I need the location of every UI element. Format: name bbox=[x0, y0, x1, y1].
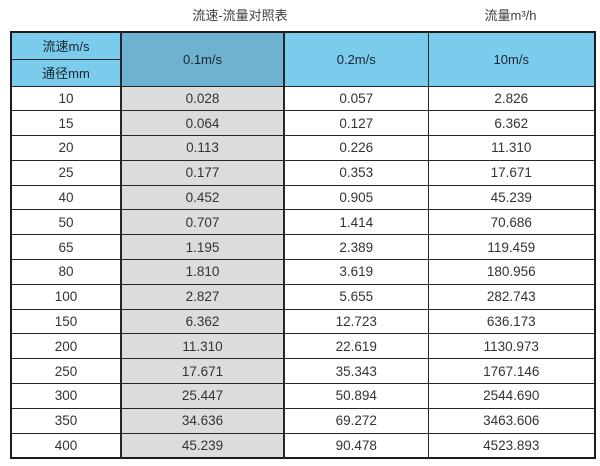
table-row: 200 11.310 22.619 1130.973 bbox=[10, 333, 596, 360]
cell-flow-0.2: 0.353 bbox=[283, 159, 429, 186]
cell-flow-0.2: 0.057 bbox=[283, 85, 429, 112]
cell-flow-0.1: 0.028 bbox=[120, 85, 285, 112]
header-col-0.1ms: 0.1m/s bbox=[120, 31, 285, 87]
header-diameter-label: 通径mm bbox=[10, 58, 122, 87]
cell-diameter: 20 bbox=[10, 135, 122, 161]
cell-flow-10: 119.459 bbox=[427, 234, 596, 261]
cell-flow-10: 6.362 bbox=[427, 110, 596, 137]
cell-flow-10: 70.686 bbox=[427, 209, 596, 236]
cell-diameter: 40 bbox=[10, 184, 122, 211]
cell-flow-10: 636.173 bbox=[427, 308, 596, 335]
cell-flow-10: 3463.606 bbox=[427, 407, 596, 434]
table-row: 20 0.113 0.226 11.310 bbox=[10, 135, 596, 161]
cell-flow-0.1: 17.671 bbox=[120, 358, 285, 385]
cell-flow-0.2: 0.905 bbox=[283, 184, 429, 211]
cell-flow-0.1: 11.310 bbox=[120, 333, 285, 360]
cell-flow-10: 1767.146 bbox=[427, 358, 596, 385]
table-row: 400 45.239 90.478 4523.893 bbox=[10, 432, 596, 459]
cell-diameter: 50 bbox=[10, 209, 122, 236]
table-title: 流速-流量对照表 bbox=[192, 8, 288, 23]
cell-flow-0.1: 6.362 bbox=[120, 308, 285, 335]
cell-diameter: 150 bbox=[10, 308, 122, 335]
table-row: 65 1.195 2.389 119.459 bbox=[10, 234, 596, 261]
cell-flow-10: 2.826 bbox=[427, 85, 596, 112]
cell-flow-10: 17.671 bbox=[427, 159, 596, 186]
header-col-0.2ms: 0.2m/s bbox=[283, 31, 429, 87]
table-row: 25 0.177 0.353 17.671 bbox=[10, 159, 596, 186]
cell-flow-0.2: 90.478 bbox=[283, 432, 429, 459]
cell-flow-10: 180.956 bbox=[427, 259, 596, 285]
cell-flow-0.2: 22.619 bbox=[283, 333, 429, 360]
table-row: 100 2.827 5.655 282.743 bbox=[10, 283, 596, 310]
table-row: 50 0.707 1.414 70.686 bbox=[10, 209, 596, 236]
cell-flow-0.1: 1.810 bbox=[120, 259, 285, 285]
cell-flow-0.1: 0.177 bbox=[120, 159, 285, 186]
cell-flow-0.1: 2.827 bbox=[120, 283, 285, 310]
cell-flow-10: 2544.690 bbox=[427, 383, 596, 409]
cell-flow-0.1: 1.195 bbox=[120, 234, 285, 261]
cell-flow-0.1: 34.636 bbox=[120, 407, 285, 434]
cell-diameter: 300 bbox=[10, 383, 122, 409]
cell-diameter: 350 bbox=[10, 407, 122, 434]
cell-flow-0.2: 1.414 bbox=[283, 209, 429, 236]
cell-diameter: 250 bbox=[10, 358, 122, 385]
cell-diameter: 100 bbox=[10, 283, 122, 310]
cell-flow-0.1: 25.447 bbox=[120, 383, 285, 409]
cell-flow-0.2: 2.389 bbox=[283, 234, 429, 261]
cell-flow-0.2: 0.226 bbox=[283, 135, 429, 161]
cell-flow-10: 1130.973 bbox=[427, 333, 596, 360]
cell-flow-0.2: 50.894 bbox=[283, 383, 429, 409]
cell-diameter: 65 bbox=[10, 234, 122, 261]
cell-flow-0.2: 3.619 bbox=[283, 259, 429, 285]
cell-diameter: 80 bbox=[10, 259, 122, 285]
cell-diameter: 15 bbox=[10, 110, 122, 137]
header-col-10ms: 10m/s bbox=[427, 31, 596, 87]
table-row: 80 1.810 3.619 180.956 bbox=[10, 259, 596, 285]
cell-flow-0.1: 45.239 bbox=[120, 432, 285, 459]
cell-diameter: 400 bbox=[10, 432, 122, 459]
table-row: 40 0.452 0.905 45.239 bbox=[10, 184, 596, 211]
header-velocity-label: 流速m/s bbox=[10, 31, 122, 60]
cell-flow-10: 282.743 bbox=[427, 283, 596, 310]
cell-flow-0.2: 0.127 bbox=[283, 110, 429, 137]
cell-flow-0.1: 0.064 bbox=[120, 110, 285, 137]
header-row-velocity: 流速m/s 0.1m/s 0.2m/s 10m/s bbox=[10, 31, 596, 87]
cell-diameter: 25 bbox=[10, 159, 122, 186]
cell-flow-0.1: 0.113 bbox=[120, 135, 285, 161]
cell-flow-0.1: 0.452 bbox=[120, 184, 285, 211]
table-row: 150 6.362 12.723 636.173 bbox=[10, 308, 596, 335]
cell-diameter: 10 bbox=[10, 85, 122, 112]
header-row-diameter: 通径mm bbox=[10, 58, 595, 87]
table-row: 15 0.064 0.127 6.362 bbox=[10, 110, 596, 137]
cell-flow-0.2: 69.272 bbox=[283, 407, 429, 434]
cell-flow-0.1: 0.707 bbox=[120, 209, 285, 236]
cell-flow-10: 4523.893 bbox=[427, 432, 596, 459]
cell-flow-0.2: 12.723 bbox=[283, 308, 429, 335]
table-row: 250 17.671 35.343 1767.146 bbox=[10, 358, 596, 385]
table-row: 10 0.028 0.057 2.826 bbox=[10, 85, 596, 112]
flow-unit-label: 流量m³/h bbox=[484, 8, 537, 23]
cell-flow-10: 45.239 bbox=[427, 184, 596, 211]
cell-flow-0.2: 35.343 bbox=[283, 358, 429, 385]
table-row: 350 34.636 69.272 3463.606 bbox=[10, 407, 596, 434]
cell-diameter: 200 bbox=[10, 333, 122, 360]
table-row: 300 25.447 50.894 2544.690 bbox=[10, 383, 596, 409]
cell-flow-10: 11.310 bbox=[427, 135, 596, 161]
flow-conversion-table: 流速m/s 0.1m/s 0.2m/s 10m/s 通径mm 10 0.028 … bbox=[10, 31, 596, 459]
cell-flow-0.2: 5.655 bbox=[283, 283, 429, 310]
